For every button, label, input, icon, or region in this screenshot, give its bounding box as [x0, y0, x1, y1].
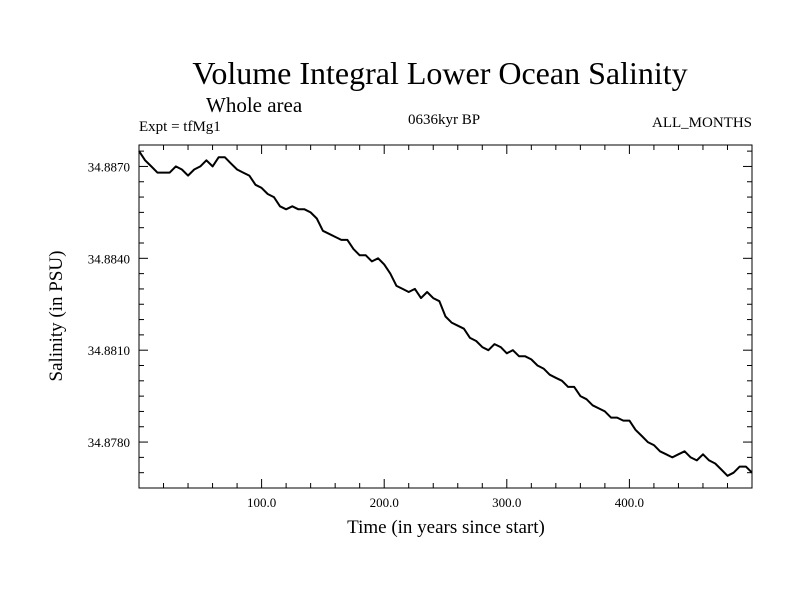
x-tick-label: 300.0 — [492, 495, 521, 510]
y-tick-label: 34.8840 — [88, 251, 130, 266]
axis-ticks — [139, 145, 752, 489]
chart-title: Volume Integral Lower Ocean Salinity — [192, 55, 687, 91]
plot-frame — [138, 144, 753, 489]
x-tick-label: 200.0 — [370, 495, 399, 510]
y-axis-label: Salinity (in PSU) — [46, 251, 67, 382]
chart-subtitle: Whole area — [206, 93, 303, 117]
y-tick-label: 34.8810 — [88, 343, 130, 358]
x-tick-label: 100.0 — [247, 495, 276, 510]
y-tick-label: 34.8780 — [88, 435, 130, 450]
experiment-label: Expt = tfMg1 — [139, 119, 221, 135]
months-label: ALL_MONTHS — [652, 115, 752, 131]
y-tick-label: 34.8870 — [88, 159, 130, 174]
x-tick-label: 400.0 — [615, 495, 644, 510]
period-label: 0636kyr BP — [408, 112, 480, 128]
x-axis-label: Time (in years since start) — [347, 517, 545, 538]
salinity-series-line — [138, 150, 753, 477]
tick-labels: 100.0 200.0 300.0 400.0 34.8780 34.8810 34.884… — [88, 159, 644, 510]
